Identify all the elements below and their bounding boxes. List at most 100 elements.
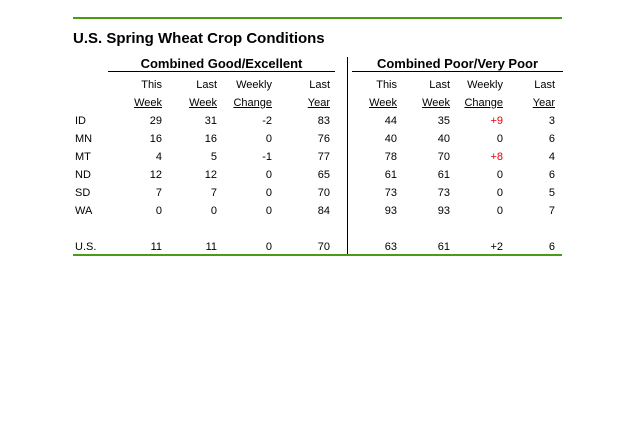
blank-cell bbox=[272, 220, 330, 238]
state-row: MN 16 16 0 76 bbox=[73, 130, 330, 148]
state-row: ND 12 12 0 65 bbox=[73, 166, 330, 184]
cell-last-week: 35 bbox=[437, 115, 450, 127]
row-label: U.S. bbox=[75, 241, 97, 253]
state-row: 93 93 0 7 bbox=[352, 202, 555, 220]
cell-weekly-change: 0 bbox=[496, 187, 503, 199]
section-header-poor-very-poor: Combined Poor/Very Poor bbox=[352, 56, 563, 72]
cell-weekly-change: 0 bbox=[265, 241, 272, 253]
blank-row bbox=[73, 220, 330, 238]
cell-weekly-change: 0 bbox=[265, 169, 272, 181]
cell-weekly-change: +8 bbox=[490, 151, 503, 163]
cell-weekly-change: 0 bbox=[496, 205, 503, 217]
col-header-last2: Last bbox=[309, 79, 330, 91]
cell-weekly-change: 0 bbox=[265, 187, 272, 199]
cell-last-year: 6 bbox=[548, 169, 555, 181]
cell-last-year: 76 bbox=[317, 133, 330, 145]
row-label: MT bbox=[75, 151, 91, 163]
state-row: 78 70 +8 4 bbox=[352, 148, 555, 166]
row-label: ND bbox=[75, 169, 91, 181]
blank-cell bbox=[217, 220, 272, 238]
cell-this-week: 63 bbox=[384, 241, 397, 253]
row-label: MN bbox=[75, 133, 93, 145]
table-good-excellent: This Last Weekly Last Week Week Change Y… bbox=[73, 76, 330, 256]
col-header-last: Last bbox=[429, 79, 450, 91]
column-header-row-1: This Last Weekly Last bbox=[352, 76, 555, 94]
section-divider bbox=[347, 57, 348, 255]
cell-last-year: 70 bbox=[317, 187, 330, 199]
cell-last-week: 16 bbox=[204, 133, 217, 145]
cell-weekly-change: -2 bbox=[262, 115, 272, 127]
row-label bbox=[73, 220, 115, 238]
column-header-row-2: Week Week Change Year bbox=[352, 94, 555, 112]
cell-this-week: 16 bbox=[149, 133, 162, 145]
us-total-row: 63 61 +2 6 bbox=[352, 238, 555, 256]
cell-last-year: 5 bbox=[548, 187, 555, 199]
cell-last-year: 7 bbox=[548, 205, 555, 217]
row-label: SD bbox=[75, 187, 91, 199]
col-header-change: Change bbox=[233, 97, 272, 109]
state-row: 73 73 0 5 bbox=[352, 184, 555, 202]
blank-row bbox=[352, 220, 555, 238]
row-label: ID bbox=[75, 115, 86, 127]
cell-weekly-change: 0 bbox=[265, 133, 272, 145]
blank-cell bbox=[352, 220, 397, 238]
col-header-this: This bbox=[376, 79, 397, 91]
cell-weekly-change: +9 bbox=[490, 115, 503, 127]
col-header-weekly: Weekly bbox=[236, 79, 272, 91]
top-green-rule bbox=[73, 17, 562, 19]
cell-this-week: 4 bbox=[155, 151, 162, 163]
cell-last-year: 83 bbox=[317, 115, 330, 127]
col-header-last: Last bbox=[196, 79, 217, 91]
blank-cell bbox=[397, 220, 450, 238]
section-header-good-excellent: Combined Good/Excellent bbox=[108, 56, 335, 72]
cell-last-year: 77 bbox=[317, 151, 330, 163]
cell-last-year: 4 bbox=[548, 151, 555, 163]
table-poor-very-poor: This Last Weekly Last Week Week Change Y… bbox=[352, 76, 555, 256]
cell-last-week: 70 bbox=[437, 151, 450, 163]
cell-this-week: 44 bbox=[384, 115, 397, 127]
col-header-last2: Last bbox=[534, 79, 555, 91]
cell-last-week: 11 bbox=[205, 241, 217, 253]
cell-weekly-change: +2 bbox=[490, 241, 503, 253]
blank-cell bbox=[450, 220, 503, 238]
cell-last-week: 93 bbox=[437, 205, 450, 217]
us-total-row: U.S. 11 11 0 70 bbox=[73, 238, 330, 256]
cell-last-year: 84 bbox=[317, 205, 330, 217]
cell-weekly-change: 0 bbox=[496, 133, 503, 145]
cell-this-week: 12 bbox=[149, 169, 162, 181]
column-header-row-1: This Last Weekly Last bbox=[73, 76, 330, 94]
blank-cell bbox=[503, 220, 555, 238]
state-row: ID 29 31 -2 83 bbox=[73, 112, 330, 130]
cell-weekly-change: 0 bbox=[496, 169, 503, 181]
cell-last-year: 6 bbox=[548, 241, 555, 253]
column-header-row-2: Week Week Change Year bbox=[73, 94, 330, 112]
cell-this-week: 73 bbox=[384, 187, 397, 199]
col-header-year: Year bbox=[307, 97, 330, 109]
cell-last-week: 40 bbox=[437, 133, 450, 145]
cell-weekly-change: 0 bbox=[265, 205, 272, 217]
state-row: WA 0 0 0 84 bbox=[73, 202, 330, 220]
cell-last-week: 5 bbox=[210, 151, 217, 163]
state-row: 44 35 +9 3 bbox=[352, 112, 555, 130]
cell-this-week: 93 bbox=[384, 205, 397, 217]
col-header-week: Week bbox=[369, 97, 397, 109]
page-title: U.S. Spring Wheat Crop Conditions bbox=[73, 30, 325, 47]
col-header-this: This bbox=[141, 79, 162, 91]
cell-last-week: 12 bbox=[204, 169, 217, 181]
cell-this-week: 0 bbox=[155, 205, 162, 217]
cell-this-week: 40 bbox=[384, 133, 397, 145]
cell-last-week: 61 bbox=[437, 169, 450, 181]
row-label: WA bbox=[75, 205, 93, 217]
cell-this-week: 78 bbox=[384, 151, 397, 163]
bottom-green-rule bbox=[73, 254, 562, 256]
cell-last-year: 70 bbox=[317, 241, 330, 253]
spacer-cell bbox=[73, 94, 115, 112]
cell-weekly-change: -1 bbox=[262, 151, 272, 163]
cell-last-week: 7 bbox=[210, 187, 217, 199]
col-header-week2: Week bbox=[422, 97, 450, 109]
spacer-cell bbox=[73, 76, 115, 94]
cell-this-week: 29 bbox=[149, 115, 162, 127]
cell-last-year: 6 bbox=[548, 133, 555, 145]
col-header-year: Year bbox=[532, 97, 555, 109]
